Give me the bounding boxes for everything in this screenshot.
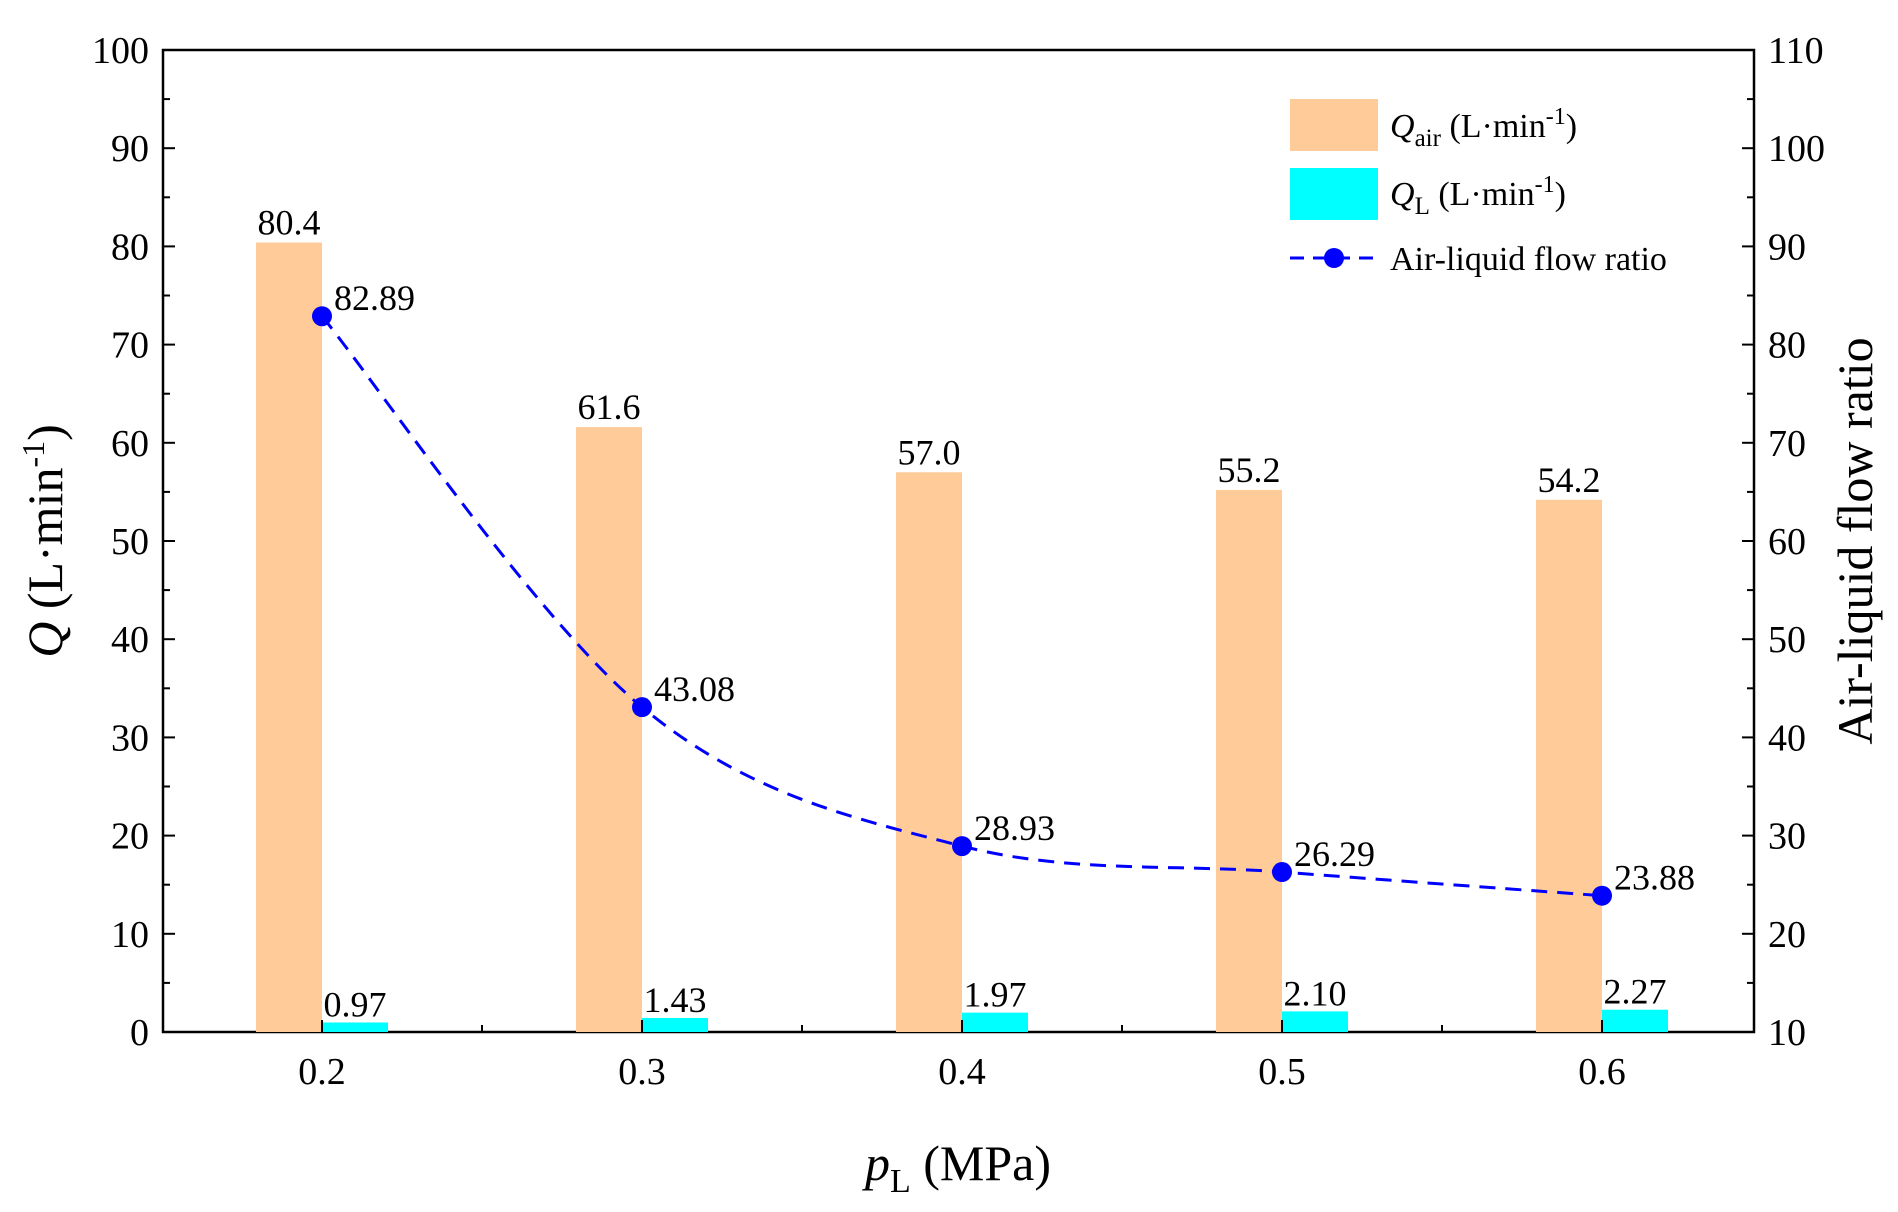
legend-liquid-unit-pre: (L·min <box>1430 176 1535 213</box>
ratio-label-0.5: 26.29 <box>1294 834 1375 874</box>
legend-air-unit-post: ) <box>1566 108 1577 145</box>
bar-value-labels: 80.4 0.97 61.6 1.43 57.0 1.97 55.2 2.10 54.2 2.27 <box>258 202 1667 1024</box>
left-tick-label-70: 70 <box>111 325 149 367</box>
legend-marker-ratio <box>1324 248 1344 268</box>
left-tick-label-100: 100 <box>92 30 149 72</box>
legend-label-liquid: QL (L·min-1) <box>1390 172 1566 220</box>
ratio-label-0.2: 82.89 <box>334 278 415 318</box>
legend-label-ratio: Air-liquid flow ratio <box>1390 241 1667 278</box>
x-tick-label-0.2: 0.2 <box>298 1051 346 1093</box>
bar-liquid-label-0.2: 0.97 <box>324 984 387 1024</box>
right-tick-label-30: 30 <box>1768 816 1806 858</box>
x-axis-title-symbol: p <box>862 1135 890 1191</box>
left-tick-label-50: 50 <box>111 521 149 563</box>
right-tick-label-80: 80 <box>1768 325 1806 367</box>
left-tick-label-80: 80 <box>111 226 149 268</box>
bar-air-0.2 <box>256 242 322 1033</box>
legend: Qair (L·min-1) QL (L·min-1) Air-liquid f… <box>1290 99 1667 278</box>
ratio-point-0.2 <box>312 306 332 327</box>
bar-air-0.4 <box>896 472 962 1032</box>
right-tick-label-100: 100 <box>1768 128 1825 170</box>
x-tick-label-0.6: 0.6 <box>1578 1051 1626 1093</box>
left-tick-label-10: 10 <box>111 914 149 956</box>
bar-air-label-0.2: 80.4 <box>258 202 321 242</box>
bar-liquid-0.6 <box>1602 1009 1668 1032</box>
right-tick-label-70: 70 <box>1768 423 1806 465</box>
air-flow-bars <box>256 242 1602 1033</box>
ratio-line-path <box>320 315 1603 898</box>
ratio-label-0.6: 23.88 <box>1614 858 1695 898</box>
right-y-axis-title: Air-liquid flow ratio <box>1827 337 1883 744</box>
bar-liquid-0.2 <box>322 1022 388 1032</box>
x-tick-label-0.5: 0.5 <box>1258 1051 1306 1093</box>
legend-liquid-unit-post: ) <box>1555 176 1566 213</box>
ratio-point-0.5 <box>1272 862 1292 883</box>
bar-air-label-0.5: 55.2 <box>1218 450 1281 490</box>
x-axis-title-subscript: L <box>890 1163 911 1200</box>
ratio-point-0.4 <box>952 836 972 857</box>
liquid-flow-bars <box>322 1009 1668 1032</box>
legend-air-unit-sup: -1 <box>1546 104 1566 130</box>
ratio-series <box>312 306 1612 906</box>
bar-air-0.6 <box>1536 499 1602 1033</box>
right-tick-label-110: 110 <box>1768 30 1824 72</box>
left-tick-label-20: 20 <box>111 816 149 858</box>
bar-air-label-0.4: 57.0 <box>898 432 961 472</box>
left-y-axis-title-unit-pre: (L·min <box>17 468 73 622</box>
ratio-value-labels: 82.89 43.08 28.93 26.29 23.88 <box>334 278 1695 897</box>
bar-liquid-label-0.5: 2.10 <box>1284 973 1347 1013</box>
bar-liquid-label-0.4: 1.97 <box>964 975 1027 1015</box>
right-tick-label-60: 60 <box>1768 521 1806 563</box>
right-tick-label-20: 20 <box>1768 914 1806 956</box>
bar-liquid-label-0.6: 2.27 <box>1604 972 1667 1012</box>
left-tick-label-60: 60 <box>111 423 149 465</box>
left-y-axis-title-unit-post: ) <box>17 424 73 441</box>
legend-swatch-liquid <box>1290 168 1378 220</box>
bar-liquid-0.3 <box>642 1017 708 1032</box>
right-tick-label-50: 50 <box>1768 619 1806 661</box>
bar-liquid-label-0.3: 1.43 <box>644 980 707 1020</box>
ratio-label-0.4: 28.93 <box>974 808 1055 848</box>
legend-liquid-sub: L <box>1415 193 1430 220</box>
left-tick-label-0: 0 <box>130 1012 149 1054</box>
bar-liquid-0.4 <box>962 1012 1028 1032</box>
legend-liquid-symbol: Q <box>1390 176 1415 213</box>
bar-air-label-0.3: 61.6 <box>578 387 641 427</box>
right-tick-label-90: 90 <box>1768 226 1806 268</box>
right-y-axis-ticks: 10 20 30 40 50 60 70 80 90 100 110 <box>1742 30 1825 1054</box>
ratio-point-0.6 <box>1592 885 1612 906</box>
left-tick-label-40: 40 <box>111 619 149 661</box>
x-axis-title-unit: (MPa) <box>911 1135 1051 1191</box>
bar-liquid-0.5 <box>1282 1011 1348 1032</box>
ratio-label-0.3: 43.08 <box>654 669 735 709</box>
legend-swatch-air <box>1290 99 1378 151</box>
right-tick-label-40: 40 <box>1768 717 1806 759</box>
left-y-axis-title-symbol: Q <box>17 622 73 658</box>
ratio-point-0.3 <box>632 697 652 718</box>
left-y-axis-title-unit-sup: -1 <box>15 441 51 468</box>
left-tick-label-30: 30 <box>111 717 149 759</box>
legend-liquid-unit-sup: -1 <box>1535 172 1555 198</box>
left-tick-label-90: 90 <box>111 128 149 170</box>
x-tick-label-0.4: 0.4 <box>938 1051 986 1093</box>
legend-air-unit-pre: (L·min <box>1441 108 1546 145</box>
left-y-axis-ticks: 0 10 20 30 40 50 60 70 80 90 100 <box>92 30 175 1054</box>
legend-label-air: Qair (L·min-1) <box>1390 104 1577 152</box>
legend-air-sub: air <box>1415 125 1442 152</box>
bar-air-0.3 <box>576 427 642 1032</box>
x-tick-label-0.3: 0.3 <box>618 1051 666 1093</box>
legend-air-symbol: Q <box>1390 108 1415 145</box>
left-y-axis-title: Q (L·min-1) <box>15 424 73 658</box>
bar-air-label-0.6: 54.2 <box>1538 460 1601 500</box>
bar-air-0.5 <box>1216 489 1282 1032</box>
right-tick-label-10: 10 <box>1768 1012 1806 1054</box>
x-axis-ticks: 0.2 0.3 0.4 0.5 0.6 <box>298 1020 1626 1093</box>
x-axis-title: pL (MPa) <box>862 1135 1051 1200</box>
